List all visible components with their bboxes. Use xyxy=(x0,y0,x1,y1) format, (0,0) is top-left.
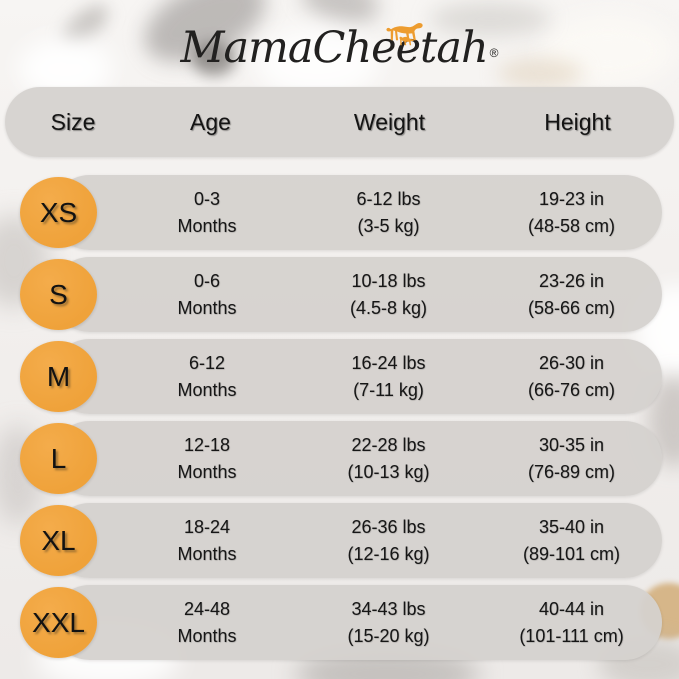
weight-cell: 6-12 lbs (3-5 kg) xyxy=(296,186,481,240)
height-cell: 35-40 in (89-101 cm) xyxy=(481,514,662,568)
weight-kg: (12-16 kg) xyxy=(347,543,430,564)
row-pill: 0-6 Months 10-18 lbs (4.5-8 kg) 23-26 in… xyxy=(52,257,662,332)
row-pill: 24-48 Months 34-43 lbs (15-20 kg) 40-44 … xyxy=(52,585,662,660)
height-cm: (101-111 cm) xyxy=(519,625,624,646)
size-badge: L xyxy=(20,423,97,494)
brand-name-text: MamaCheetah xyxy=(180,23,488,73)
weight-cell: 34-43 lbs (15-20 kg) xyxy=(296,596,481,650)
table-row-xxl: 24-48 Months 34-43 lbs (15-20 kg) 40-44 … xyxy=(0,585,679,660)
age-range: 18-24 xyxy=(183,516,231,537)
weight-lbs: 6-12 lbs xyxy=(356,188,421,209)
age-unit: Months xyxy=(177,625,237,646)
table-row-l: 12-18 Months 22-28 lbs (10-13 kg) 30-35 … xyxy=(0,421,679,496)
weight-cell: 10-18 lbs (4.5-8 kg) xyxy=(296,268,481,322)
height-cm: (89-101 cm) xyxy=(522,543,621,564)
size-chart-rows: 0-3 Months 6-12 lbs (3-5 kg) 19-23 in (4… xyxy=(0,175,679,667)
age-unit: Months xyxy=(177,543,237,564)
age-range: 12-18 xyxy=(183,434,231,455)
size-badge: XXL xyxy=(20,587,97,658)
brand-logo: MamaCheetah ® xyxy=(0,8,679,86)
age-cell: 12-18 Months xyxy=(52,432,296,486)
age-range: 0-3 xyxy=(193,188,220,209)
age-range: 24-48 xyxy=(183,598,231,619)
age-range: 0-6 xyxy=(193,270,220,291)
column-header-height: Height xyxy=(544,108,611,135)
age-unit: Months xyxy=(177,297,237,318)
age-range: 6-12 xyxy=(188,352,226,373)
weight-kg: (15-20 kg) xyxy=(347,625,430,646)
weight-cell: 16-24 lbs (7-11 kg) xyxy=(296,350,481,404)
background-blob xyxy=(255,28,380,98)
age-cell: 0-6 Months xyxy=(52,268,296,322)
height-in: 35-40 in xyxy=(538,516,605,537)
height-in: 40-44 in xyxy=(538,598,605,619)
height-cell: 19-23 in (48-58 cm) xyxy=(481,186,662,240)
row-pill: 18-24 Months 26-36 lbs (12-16 kg) 35-40 … xyxy=(52,503,662,578)
size-badge: XL xyxy=(20,505,97,576)
column-header-weight: Weight xyxy=(353,108,426,135)
size-badge: XS xyxy=(20,177,97,248)
age-unit: Months xyxy=(177,461,237,482)
age-unit: Months xyxy=(177,379,237,400)
weight-lbs: 10-18 lbs xyxy=(351,270,426,291)
table-row-xl: 18-24 Months 26-36 lbs (12-16 kg) 35-40 … xyxy=(0,503,679,578)
height-cell: 23-26 in (58-66 cm) xyxy=(481,268,662,322)
height-cell: 30-35 in (76-89 cm) xyxy=(481,432,662,486)
column-header-size: Size xyxy=(50,108,96,135)
background-blob xyxy=(498,58,583,88)
table-header: Size Age Weight Height xyxy=(5,87,674,157)
weight-kg: (10-13 kg) xyxy=(347,461,430,482)
height-cm: (76-89 cm) xyxy=(527,461,616,482)
weight-lbs: 16-24 lbs xyxy=(351,352,426,373)
size-badge: S xyxy=(20,259,97,330)
height-cm: (66-76 cm) xyxy=(527,379,616,400)
height-in: 30-35 in xyxy=(538,434,605,455)
height-cell: 26-30 in (66-76 cm) xyxy=(481,350,662,404)
row-pill: 12-18 Months 22-28 lbs (10-13 kg) 30-35 … xyxy=(52,421,662,496)
height-cm: (58-66 cm) xyxy=(527,297,616,318)
background-blob xyxy=(192,42,236,76)
weight-kg: (7-11 kg) xyxy=(353,379,424,400)
registered-trademark: ® xyxy=(489,46,499,60)
column-header-age: Age xyxy=(190,108,231,135)
table-row-s: 0-6 Months 10-18 lbs (4.5-8 kg) 23-26 in… xyxy=(0,257,679,332)
height-cm: (48-58 cm) xyxy=(527,215,616,236)
weight-lbs: 34-43 lbs xyxy=(351,598,426,619)
age-cell: 24-48 Months xyxy=(52,596,296,650)
age-unit: Months xyxy=(177,215,237,236)
age-cell: 18-24 Months xyxy=(52,514,296,568)
weight-kg: (4.5-8 kg) xyxy=(349,297,428,318)
weight-lbs: 26-36 lbs xyxy=(351,516,426,537)
table-row-m: 6-12 Months 16-24 lbs (7-11 kg) 26-30 in… xyxy=(0,339,679,414)
height-in: 19-23 in xyxy=(538,188,605,209)
row-pill: 0-3 Months 6-12 lbs (3-5 kg) 19-23 in (4… xyxy=(52,175,662,250)
height-cell: 40-44 in (101-111 cm) xyxy=(481,596,662,650)
background-blob xyxy=(430,2,550,36)
weight-lbs: 22-28 lbs xyxy=(351,434,426,455)
age-cell: 0-3 Months xyxy=(52,186,296,240)
table-row-xs: 0-3 Months 6-12 lbs (3-5 kg) 19-23 in (4… xyxy=(0,175,679,250)
weight-kg: (3-5 kg) xyxy=(357,215,420,236)
weight-cell: 22-28 lbs (10-13 kg) xyxy=(296,432,481,486)
weight-cell: 26-36 lbs (12-16 kg) xyxy=(296,514,481,568)
age-cell: 6-12 Months xyxy=(52,350,296,404)
brand-name: MamaCheetah ® xyxy=(0,18,679,88)
height-in: 26-30 in xyxy=(538,352,605,373)
height-in: 23-26 in xyxy=(538,270,605,291)
cheetah-logo-icon xyxy=(385,23,423,46)
size-badge: M xyxy=(20,341,97,412)
row-pill: 6-12 Months 16-24 lbs (7-11 kg) 26-30 in… xyxy=(52,339,662,414)
